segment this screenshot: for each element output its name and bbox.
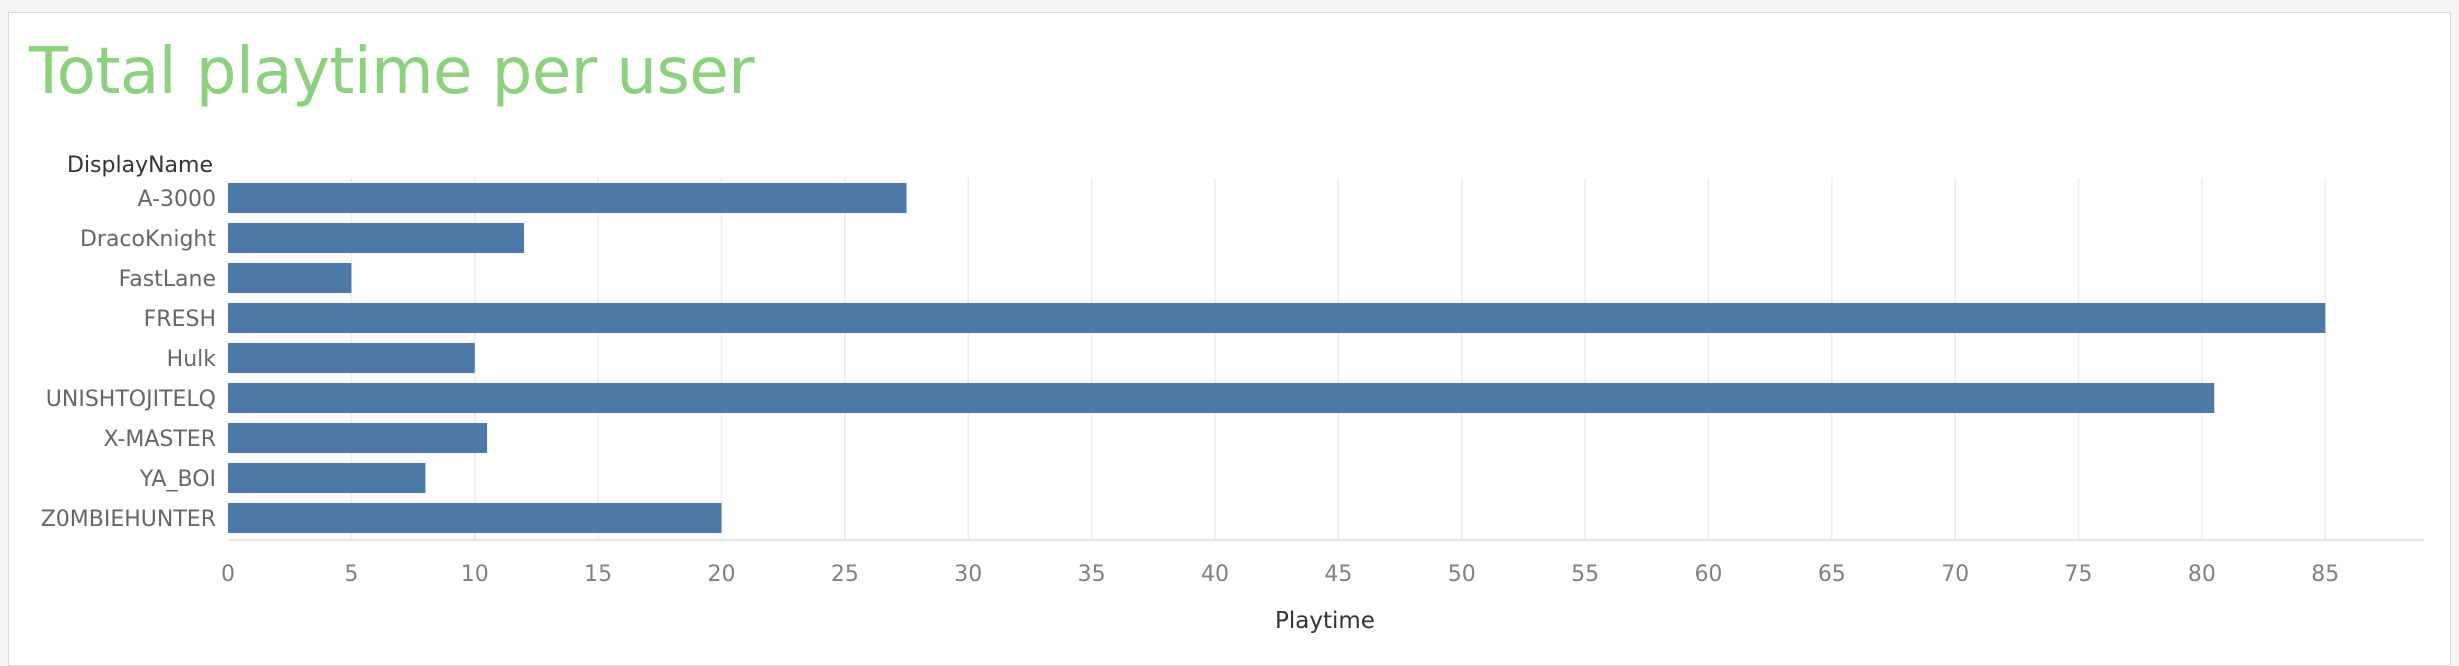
chart-title: Total playtime per user: [29, 35, 755, 109]
category-labels: A-3000 DracoKnight FastLane FRESH Hulk UNISHT…: [41, 187, 217, 532]
x-tick-label: 5: [344, 562, 358, 587]
category-label: A-3000: [138, 187, 217, 212]
bars: [228, 183, 2326, 533]
x-tick-label: 50: [1448, 562, 1476, 587]
x-tick-label: 55: [1571, 562, 1599, 587]
x-tick-label: 0: [221, 562, 235, 587]
x-tick-label: 60: [1694, 562, 1722, 587]
bar-x-master[interactable]: [228, 423, 488, 453]
bar-dracoknight[interactable]: [228, 223, 525, 253]
category-label: Hulk: [167, 347, 217, 372]
x-tick-label: 35: [1078, 562, 1106, 587]
x-tick-label: 30: [954, 562, 982, 587]
x-tick-label: 45: [1324, 562, 1352, 587]
bar-hulk[interactable]: [228, 343, 475, 373]
category-label: Z0MBIEHUNTER: [41, 507, 216, 532]
category-label: X-MASTER: [103, 427, 216, 452]
x-tick-label: 20: [707, 562, 735, 587]
row-header: DisplayName: [67, 153, 213, 178]
x-tick-label: 10: [461, 562, 489, 587]
x-tick-label: 15: [584, 562, 612, 587]
x-tick-label: 75: [2065, 562, 2093, 587]
category-label: FastLane: [119, 267, 216, 292]
x-tick-label: 65: [1818, 562, 1846, 587]
grid-lines: [228, 178, 2424, 541]
bar-fresh[interactable]: [228, 303, 2326, 333]
x-axis-title: Playtime: [1275, 608, 1375, 634]
category-label: UNISHTOJITELQ: [46, 387, 216, 412]
bar-a-3000[interactable]: [228, 183, 907, 213]
bar-fastlane[interactable]: [228, 263, 352, 293]
bar-ya-boi[interactable]: [228, 463, 426, 493]
category-label: YA_BOI: [139, 467, 216, 492]
x-tick-labels: 0 5 10 15 20 25 30 35 40 45 50 55 60 65 70 75 80 85: [221, 562, 2339, 587]
chart-frame: [8, 12, 2451, 666]
category-label: DracoKnight: [80, 227, 216, 252]
x-tick-label: 40: [1201, 562, 1229, 587]
bar-z0mbiehunter[interactable]: [228, 503, 722, 533]
x-tick-label: 25: [831, 562, 859, 587]
x-tick-label: 85: [2311, 562, 2339, 587]
x-tick-label: 70: [1941, 562, 1969, 587]
category-label: FRESH: [144, 307, 216, 332]
bar-unishtojitelq[interactable]: [228, 383, 2215, 413]
x-tick-label: 80: [2188, 562, 2216, 587]
